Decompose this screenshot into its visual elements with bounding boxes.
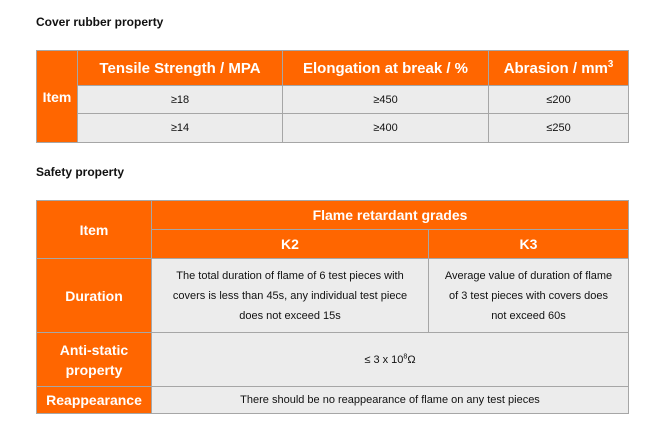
tensile-cell: ≥14 [77,113,283,143]
reappearance-label: Reappearance [36,386,152,414]
k3-header: K3 [428,229,629,259]
duration-k2-cell: The total duration of flame of 6 test pi… [151,258,429,333]
safety-property-table: Item Flame retardant grades K2 K3 Durati… [36,200,629,414]
elongation-cell: ≥400 [282,113,489,143]
abrasion-header: Abrasion / mm3 [488,50,629,86]
cover-item-header: Item [36,50,78,143]
cover-rubber-table: Item Tensile Strength / MPA Elongation a… [36,50,629,143]
table-row: Anti-static property ≤ 3 x 108Ω [36,332,629,387]
elongation-cell: ≥450 [282,85,489,114]
duration-k3-cell: Average value of duration of flame of 3 … [428,258,629,333]
table-row: Reappearance There should be no reappear… [36,386,629,414]
table-row: ≥18 ≥450 ≤200 [37,85,629,114]
reappearance-value: There should be no reappearance of flame… [151,386,629,414]
cover-rubber-title: Cover rubber property [36,15,164,29]
duration-label: Duration [36,258,152,333]
safety-item-header: Item [36,200,152,259]
tensile-cell: ≥18 [77,85,283,114]
flame-retardant-grades-header: Flame retardant grades [151,200,629,230]
elongation-header: Elongation at break / % [282,50,489,86]
k2-header: K2 [151,229,429,259]
antistatic-label: Anti-static property [36,332,152,387]
table-row: ≥14 ≥400 ≤250 [37,113,629,143]
antistatic-value: ≤ 3 x 108Ω [151,332,629,387]
table-row: Duration The total duration of flame of … [36,258,629,333]
safety-property-title: Safety property [36,165,125,179]
abrasion-cell: ≤250 [488,113,629,143]
tensile-header: Tensile Strength / MPA [77,50,283,86]
abrasion-cell: ≤200 [488,85,629,114]
